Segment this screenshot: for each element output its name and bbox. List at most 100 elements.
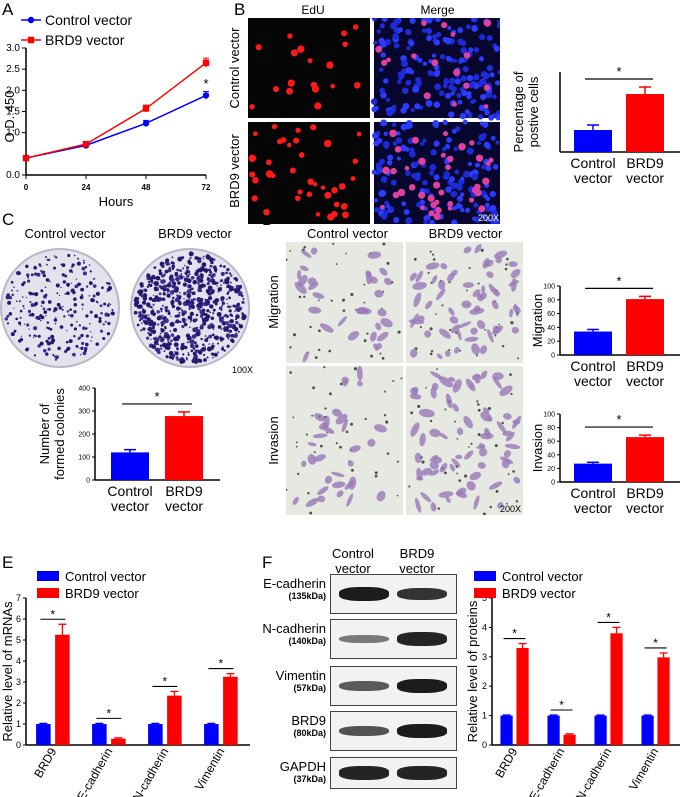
stained-cell xyxy=(313,454,326,462)
colony xyxy=(141,309,147,314)
nucleus-dot xyxy=(408,150,416,158)
nucleus-dot xyxy=(483,141,490,148)
colony xyxy=(181,256,185,260)
stained-cell xyxy=(376,331,389,342)
nucleus-dot xyxy=(376,163,382,169)
nucleus-dot xyxy=(445,92,452,99)
colony xyxy=(188,315,193,320)
colony xyxy=(197,282,200,285)
edu-positive-dot xyxy=(441,22,448,29)
y-tick-label: 200 xyxy=(78,432,90,439)
colony xyxy=(191,306,193,309)
edu-positive-dot xyxy=(397,188,406,197)
nucleus-dot xyxy=(460,192,465,197)
edu-positive-dot xyxy=(331,186,338,194)
colony xyxy=(100,311,103,315)
edu-positive-dot xyxy=(312,181,318,187)
stained-cell xyxy=(412,386,419,393)
colony xyxy=(166,334,171,340)
colony xyxy=(203,270,205,272)
pore xyxy=(464,474,468,478)
panel-f-col-control: Control vector xyxy=(332,546,374,576)
colony xyxy=(73,302,78,307)
nucleus-dot xyxy=(470,99,475,105)
colony xyxy=(213,352,218,357)
colony xyxy=(69,308,72,312)
colony xyxy=(25,296,27,298)
colony xyxy=(178,311,181,314)
colony xyxy=(140,322,143,325)
edu-positive-dot xyxy=(324,191,332,199)
colony xyxy=(28,328,30,330)
edu-positive-dot xyxy=(323,139,332,148)
colony xyxy=(173,342,179,348)
edu-positive-dot xyxy=(340,203,348,210)
colony xyxy=(186,293,192,299)
pore xyxy=(363,339,367,343)
pore xyxy=(324,407,327,410)
category-label: E-cadherin xyxy=(526,746,567,797)
edu-positive-dot xyxy=(411,136,419,144)
colony xyxy=(178,295,182,299)
colony xyxy=(46,326,49,329)
edu-positive-dot xyxy=(311,85,320,93)
stained-cell xyxy=(308,282,319,291)
nucleus-dot xyxy=(457,99,463,105)
colony xyxy=(83,259,85,262)
colony xyxy=(163,273,166,277)
stained-cell xyxy=(310,247,318,255)
protein-band xyxy=(339,587,389,601)
nucleus-dot xyxy=(459,112,467,120)
y-tick-label: 40 xyxy=(547,325,555,332)
edu-positive-dot xyxy=(375,45,383,53)
panel-b-magnification: 200X xyxy=(478,213,500,223)
nucleus-dot xyxy=(473,47,480,53)
pore xyxy=(397,330,401,334)
pore xyxy=(468,266,471,269)
category-label: vector xyxy=(626,373,664,389)
colony xyxy=(54,358,57,361)
stained-cell xyxy=(486,271,494,279)
colony xyxy=(215,281,219,285)
colony xyxy=(104,312,109,317)
colony xyxy=(212,328,215,331)
nucleus-dot xyxy=(395,137,403,144)
colony xyxy=(73,310,77,314)
colony xyxy=(103,302,107,306)
colony xyxy=(90,331,92,333)
colony xyxy=(11,289,13,292)
colony xyxy=(85,334,89,338)
colony xyxy=(102,336,106,340)
colony xyxy=(224,313,228,318)
colony xyxy=(222,282,225,284)
colony xyxy=(34,292,39,297)
stained-cell xyxy=(424,330,432,338)
nucleus-dot xyxy=(457,195,464,202)
stained-cell xyxy=(341,418,348,433)
nucleus-dot xyxy=(375,169,381,175)
colony xyxy=(66,310,70,313)
colony xyxy=(166,284,170,288)
stained-cell xyxy=(512,415,522,429)
colony xyxy=(85,285,89,288)
colony xyxy=(61,273,65,277)
colony xyxy=(220,271,225,276)
colony xyxy=(163,350,166,352)
stained-cell xyxy=(347,460,354,467)
colony xyxy=(213,299,218,304)
edu-positive-dot xyxy=(314,102,322,110)
stained-cell xyxy=(501,459,510,469)
edu-positive-dot xyxy=(356,131,362,137)
legend-label: Control vector xyxy=(502,569,584,584)
colony xyxy=(163,339,166,341)
pore xyxy=(328,392,332,396)
colony xyxy=(217,325,222,329)
pore xyxy=(484,328,486,331)
colony xyxy=(235,320,239,325)
colony xyxy=(55,283,60,288)
stained-cell xyxy=(463,416,473,429)
pore xyxy=(374,474,378,478)
stained-cell xyxy=(458,321,472,329)
nucleus-dot xyxy=(373,40,378,45)
pore xyxy=(335,442,338,445)
